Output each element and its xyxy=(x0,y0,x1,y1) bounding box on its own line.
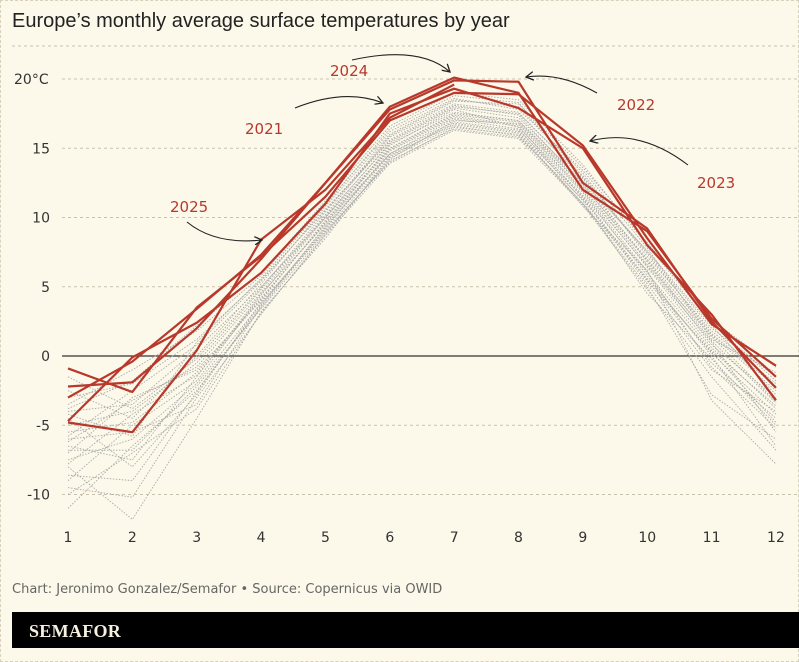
x-tick-label: 11 xyxy=(703,530,721,546)
annotation-label-2023: 2023 xyxy=(697,174,735,192)
semafor-logo: SEMAFOR xyxy=(29,621,122,641)
y-tick-label: -10 xyxy=(27,488,50,504)
brand-bar: SEMAFOR xyxy=(12,612,799,648)
highlight-line-2022 xyxy=(67,79,777,389)
x-tick-label: 6 xyxy=(385,530,394,546)
x-tick-label: 1 xyxy=(64,530,73,546)
annotation-arrow-2021 xyxy=(294,96,383,109)
x-tick-label: 8 xyxy=(514,530,523,546)
annotation-label-2022: 2022 xyxy=(617,96,655,114)
background-year-line xyxy=(67,125,777,468)
background-year-line xyxy=(67,129,777,495)
x-tick-label: 3 xyxy=(192,530,201,546)
annotation-arrow-2022 xyxy=(526,76,598,94)
background-year-line xyxy=(67,124,777,482)
annotation-label-2021: 2021 xyxy=(245,120,283,138)
background-year-line xyxy=(67,104,777,437)
y-tick-label: -5 xyxy=(36,418,50,434)
x-tick-label: 2 xyxy=(128,530,137,546)
background-year-line xyxy=(67,114,777,454)
background-year-line xyxy=(67,120,777,498)
background-year-line xyxy=(67,122,777,521)
background-year-line xyxy=(67,106,777,398)
annotation-arrow-2025 xyxy=(186,221,262,241)
background-year-line xyxy=(67,107,777,481)
y-tick-label: 0 xyxy=(41,349,50,365)
highlight-line-2023 xyxy=(67,91,777,394)
y-tick-label: 5 xyxy=(41,280,50,296)
y-tick-label: 20°C xyxy=(14,72,49,88)
highlight-line-2021 xyxy=(67,87,777,422)
y-tick-label: 10 xyxy=(32,211,50,227)
background-year-line xyxy=(67,103,777,426)
annotation-arrow-2024 xyxy=(351,54,450,72)
chart-credit: Chart: Jeronimo Gonzalez/Semafor • Sourc… xyxy=(12,582,443,597)
x-tick-label: 5 xyxy=(321,530,330,546)
y-tick-label: 15 xyxy=(32,141,50,157)
background-year-line xyxy=(67,95,777,437)
highlight-line-2024 xyxy=(67,76,777,399)
x-tick-label: 12 xyxy=(767,530,785,546)
background-year-line xyxy=(67,121,777,433)
chart-title: Europe’s monthly average surface tempera… xyxy=(12,10,510,32)
background-year-line xyxy=(67,108,777,461)
background-year-line xyxy=(67,127,777,461)
background-year-line xyxy=(67,115,777,465)
background-year-line xyxy=(67,117,777,509)
background-year-line xyxy=(67,99,777,419)
x-tick-label: 10 xyxy=(638,530,656,546)
background-year-line xyxy=(67,111,777,443)
x-tick-label: 7 xyxy=(450,530,459,546)
annotation-arrow-2023 xyxy=(590,138,689,166)
x-tick-label: 9 xyxy=(578,530,587,546)
background-year-line xyxy=(68,128,777,451)
background-year-line xyxy=(67,100,777,410)
background-year-line xyxy=(67,118,777,440)
annotation-label-2025: 2025 xyxy=(170,198,208,216)
x-tick-label: 4 xyxy=(257,530,266,546)
annotation-label-2024: 2024 xyxy=(330,62,368,80)
